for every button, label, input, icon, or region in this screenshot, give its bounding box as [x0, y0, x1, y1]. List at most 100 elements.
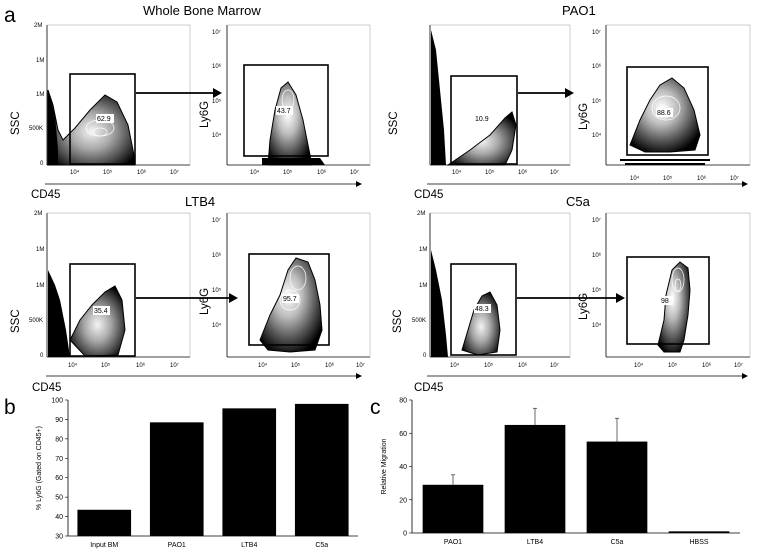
condition-title-whole-bone-marrow: Whole Bone Marrow — [143, 3, 261, 18]
cd45-tick: 10⁵ — [663, 175, 673, 182]
x-tick-label: Input BM — [90, 542, 118, 549]
cd45-tick: 10⁵ — [283, 169, 293, 176]
bar — [504, 424, 566, 533]
gate-label-ly6g: 88.6 — [657, 110, 671, 117]
ly6g-tick: 10⁵ — [212, 287, 222, 294]
cd45-tick: 10⁶ — [702, 362, 712, 369]
flow-plot-ltb4: 2M 1M 1M 500K 0 10⁴ 10⁵ 10⁶ 10⁷ 35.4 SSC… — [10, 211, 371, 369]
ly6g-axis-label: Ly6G — [199, 288, 211, 315]
ssc-tick: 1M — [419, 283, 427, 289]
ssc-tick: 2M — [417, 211, 425, 217]
y-tick-label: 80 — [55, 436, 63, 443]
cd45-tick: 10⁷ — [350, 169, 359, 176]
ly6g-tick: 10⁶ — [212, 252, 222, 259]
cd45-axis-row-2: CD45 CD45 — [32, 373, 748, 394]
ssc-cd45-plot: 2M 1M 1M 500K 0 10⁴ 10⁵ 10⁶ 10⁷ 35.4 — [29, 211, 191, 369]
cd45-tick: 10⁵ — [485, 169, 495, 176]
cd45-tick: 10⁶ — [317, 169, 327, 176]
cd45-tick: 10⁷ — [170, 169, 179, 176]
ly6g-cd45-plot: 10⁷ 10⁶ 10⁵ 10⁴ 10⁴ 10⁵ 10⁶ 10⁷ 43.7 — [212, 24, 371, 176]
bar-chart-ly6g-percent: 30 40 50 60 70 80 90 100 % Ly6G (Gated on CD45+)… — [36, 398, 358, 549]
cd45-tick: 10⁴ — [250, 169, 260, 176]
gate-label-ly6g: 95.7 — [283, 296, 297, 303]
flow-plot-pao1: 10⁴ 10⁵ 10⁶ 10⁷ 10.9 SSC 10⁷ 10⁶ 10⁵ 10⁴… — [388, 24, 751, 182]
ly6g-tick: 10⁷ — [592, 29, 601, 36]
cd45-tick: 10⁷ — [356, 362, 365, 369]
cd45-tick: 10⁵ — [291, 362, 301, 369]
cd45-tick: 10⁶ — [518, 362, 528, 369]
cd45-tick: 10⁴ — [630, 175, 640, 182]
ly6g-axis-label: Ly6G — [578, 103, 590, 130]
ly6g-tick: 10⁶ — [592, 252, 602, 259]
ssc-tick: 0 — [40, 161, 44, 167]
cd45-axis-label: CD45 — [31, 189, 60, 201]
panel-letter-b: b — [4, 396, 16, 419]
y-tick-label: 60 — [399, 431, 407, 438]
cd45-axis-row-1: CD45 CD45 — [31, 181, 748, 201]
ssc-tick: 1M — [36, 92, 44, 98]
gate-label-cd45: 35.4 — [94, 308, 108, 315]
y-tick-label: 50 — [55, 495, 63, 502]
ssc-axis-label: SSC — [388, 111, 400, 135]
condition-title-pao1: PAO1 — [562, 3, 596, 18]
ly6g-tick: 10⁵ — [212, 98, 222, 105]
gate-label-ly6g: 98 — [661, 298, 669, 305]
x-tick-label: LTB4 — [527, 539, 543, 546]
cd45-tick: 10⁴ — [450, 362, 460, 369]
ly6g-tick: 10⁴ — [592, 132, 602, 139]
cd45-tick: 10⁵ — [484, 362, 494, 369]
ssc-tick: 0 — [423, 353, 427, 359]
x-tick-label: HBSS — [689, 539, 708, 546]
gate-label-cd45: 10.9 — [475, 116, 489, 123]
ly6g-cd45-plot: 10⁷ 10⁶ 10⁵ 10⁴ 10⁴ 10⁵ 10⁶ 10⁷ 98 — [592, 212, 751, 369]
ssc-tick: 1M — [36, 283, 44, 289]
bar — [149, 422, 204, 536]
ly6g-tick: 10⁴ — [212, 132, 222, 139]
ssc-cd45-plot: 10⁴ 10⁵ 10⁶ 10⁷ 10.9 — [429, 24, 571, 176]
bar — [422, 484, 484, 533]
cd45-tick: 10⁶ — [325, 362, 335, 369]
ssc-axis-label: SSC — [10, 111, 22, 135]
cd45-tick: 10⁴ — [258, 362, 268, 369]
x-tick-label: PAO1 — [168, 542, 186, 549]
ly6g-tick: 10⁵ — [592, 98, 602, 105]
condition-title-c5a: C5a — [566, 194, 591, 209]
cd45-tick: 10⁶ — [136, 362, 146, 369]
cd45-tick: 10⁷ — [550, 362, 559, 369]
x-tick-label: C5a — [315, 542, 328, 549]
y-tick-label: 80 — [399, 398, 407, 405]
y-tick-label: 60 — [55, 475, 63, 482]
cd45-tick: 10⁵ — [101, 362, 111, 369]
bar-chart-relative-migration: 0 20 40 60 80 Relative Migration PAO1 LTB4 C5a HB… — [381, 398, 740, 546]
ly6g-axis-label: Ly6G — [199, 101, 211, 128]
flow-plot-c5a: 2M 1M 1M 500K 0 10⁴ 10⁵ 10⁶ 10⁷ 48.3 SSC… — [392, 211, 751, 369]
x-tick-label: PAO1 — [444, 539, 462, 546]
cd45-tick: 10⁴ — [452, 169, 462, 176]
panel-letter-a: a — [4, 4, 16, 27]
ssc-tick: 500K — [412, 318, 426, 324]
ly6g-tick: 10⁶ — [592, 63, 602, 70]
ssc-cd45-plot: 2M 1M 1M 500K 0 10⁴ 10⁵ 10⁶ 10⁷ 62.9 — [29, 23, 191, 176]
y-tick-label: 90 — [55, 417, 63, 424]
ly6g-tick: 10⁷ — [592, 217, 601, 224]
cd45-tick: 10⁴ — [68, 362, 78, 369]
ly6g-tick: 10⁷ — [212, 217, 221, 224]
gate-label-cd45: 62.9 — [97, 116, 111, 123]
ssc-tick: 2M — [34, 23, 42, 29]
ssc-tick: 500K — [29, 318, 43, 324]
ly6g-tick: 10⁴ — [592, 322, 602, 329]
x-tick-label: C5a — [611, 539, 624, 546]
ly6g-axis-label: Ly6G — [578, 293, 590, 320]
ssc-axis-label: SSC — [10, 309, 22, 333]
cd45-tick: 10⁶ — [137, 169, 147, 176]
bar — [222, 408, 277, 536]
ly6g-tick: 10⁷ — [212, 29, 221, 36]
ssc-tick: 2M — [34, 211, 42, 217]
ssc-tick: 1M — [36, 247, 44, 253]
gate-label-ly6g: 43.7 — [277, 108, 291, 115]
ssc-cd45-plot: 2M 1M 1M 500K 0 10⁴ 10⁵ 10⁶ 10⁷ 48.3 — [412, 211, 571, 369]
y-tick-label: 0 — [403, 531, 407, 538]
ssc-tick: 0 — [40, 353, 44, 359]
ly6g-tick: 10⁶ — [212, 63, 222, 70]
